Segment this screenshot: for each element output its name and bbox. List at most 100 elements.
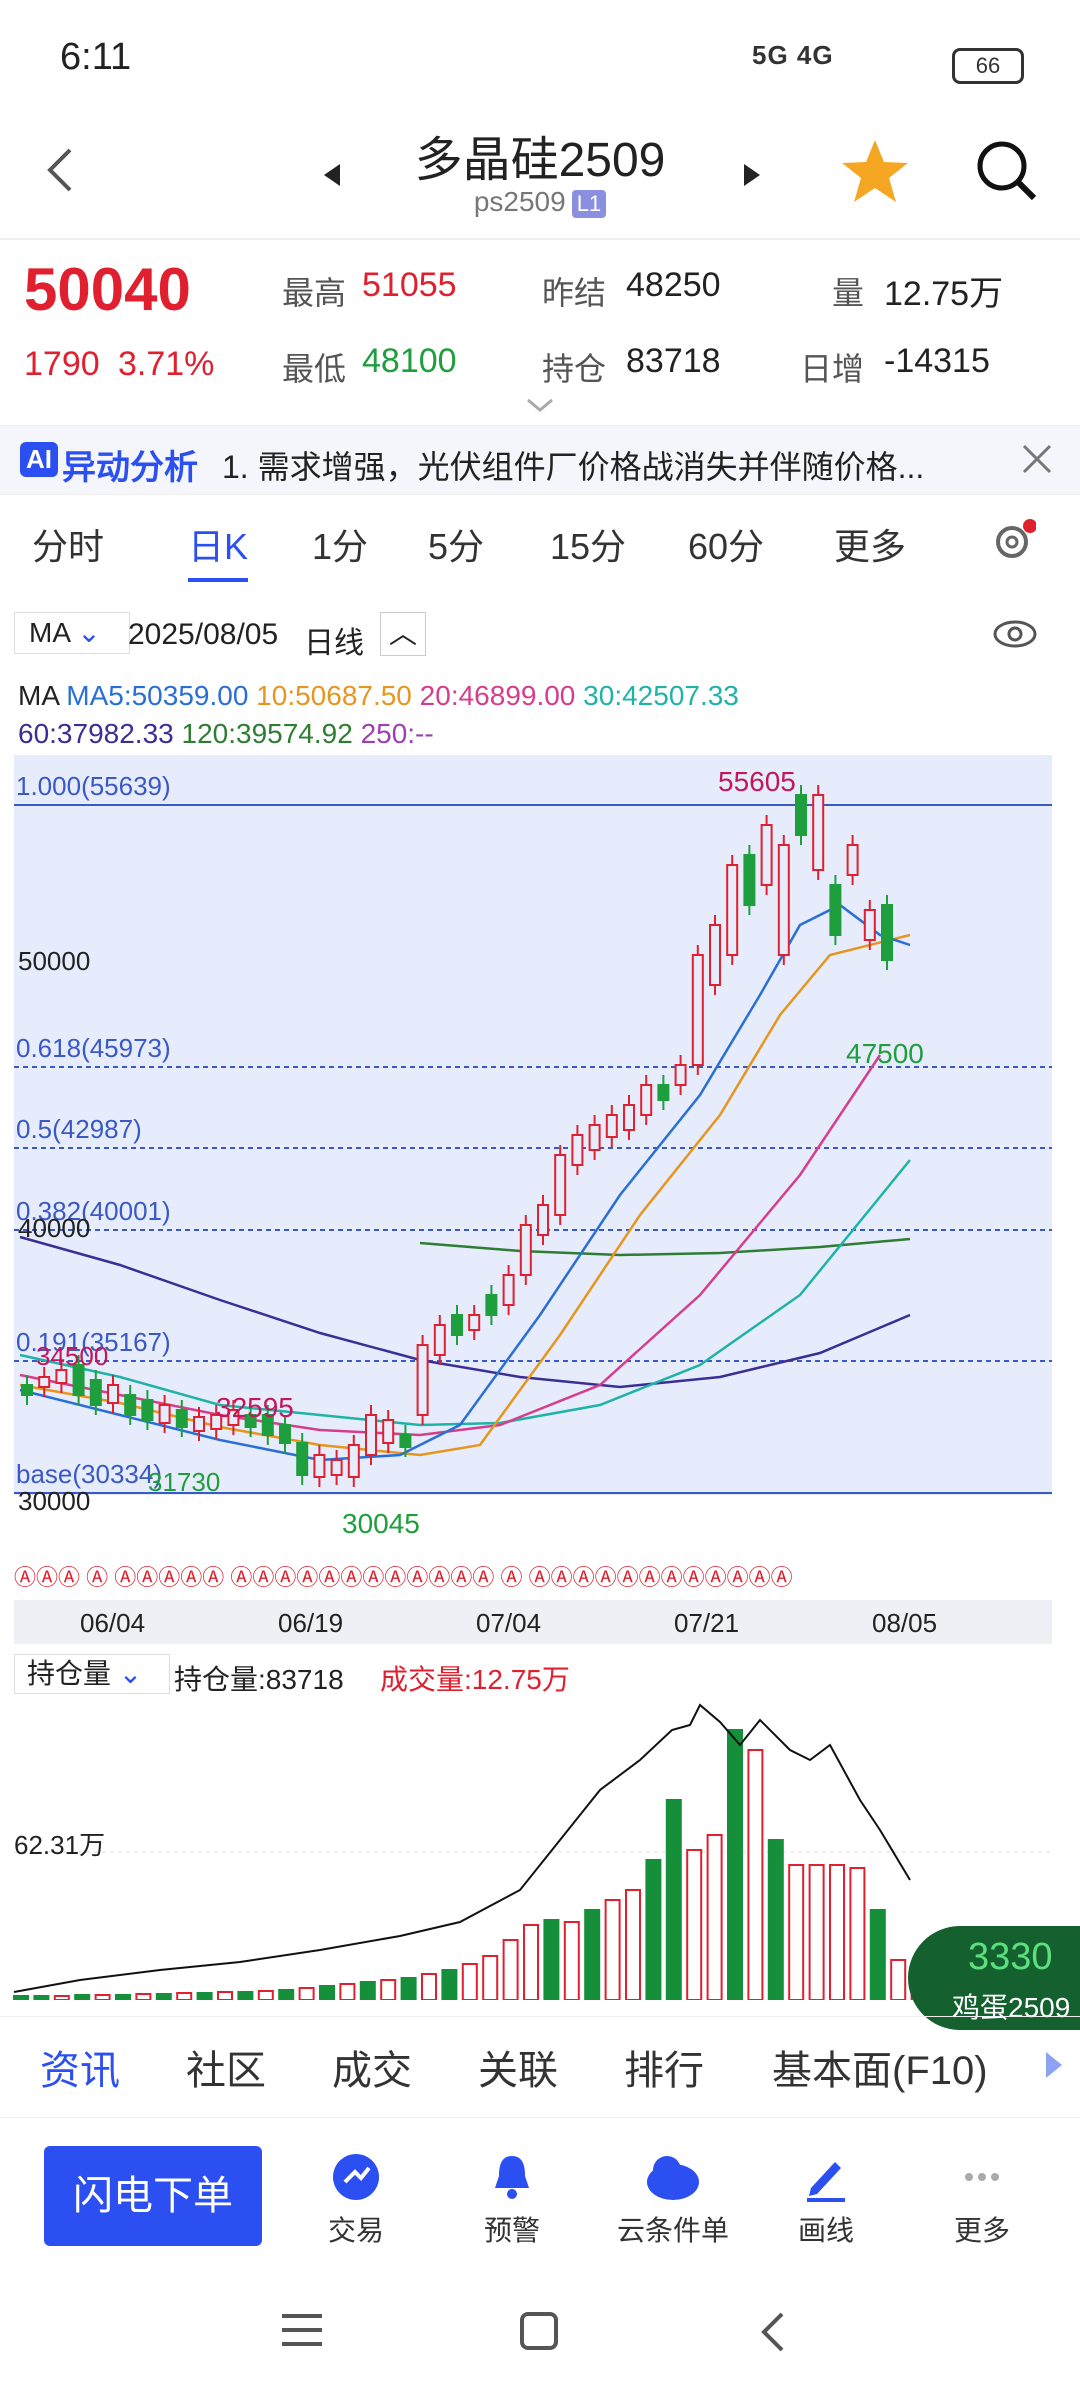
candle-body [519, 1224, 532, 1276]
cloud-order-button[interactable]: 云条件单 [608, 2152, 738, 2249]
tab-community[interactable]: 社区 [186, 2049, 266, 2093]
candle-body [89, 1379, 102, 1406]
indicator-select[interactable]: MA ⌄ [14, 612, 130, 654]
tab-trades[interactable]: 成交 [332, 2049, 412, 2093]
favorite-star-icon[interactable] [840, 136, 910, 211]
ma-legend-row2: 60:37982.33 120:39574.92 250:-- [18, 718, 434, 750]
home-nav-icon[interactable] [518, 2310, 562, 2359]
volume-bars-group [13, 1729, 927, 2000]
floating-instrument-badge[interactable]: 3330 鸡蛋2509 [908, 1926, 1080, 2030]
pen-icon [807, 2162, 845, 2202]
ma60-value: 60:37982.33 [18, 718, 174, 749]
alert-button[interactable]: 预警 [452, 2152, 572, 2249]
volume-bar [53, 1995, 70, 2000]
volume-bar [767, 1839, 784, 2000]
candle-body [881, 904, 893, 961]
tab-fundamentals[interactable]: 基本面(F10) [772, 2049, 988, 2093]
trade-button[interactable]: 交易 [296, 2152, 416, 2249]
next-instrument-icon[interactable] [740, 160, 764, 195]
candle-body [709, 924, 721, 986]
candle-body [640, 1084, 653, 1116]
candle-body [674, 1064, 687, 1086]
expand-chevron-icon[interactable] [526, 398, 554, 419]
volume-y-label: 62.31万 [14, 1830, 105, 1860]
instrument-title: 多晶硅2509 [414, 134, 666, 187]
menu-nav-icon[interactable] [282, 2310, 326, 2355]
trade-icon [333, 2154, 379, 2200]
candle-body [863, 909, 876, 941]
tab-more[interactable]: 更多 [834, 526, 907, 567]
ma30-value: 30:42507.33 [583, 680, 739, 711]
volume-bar [461, 1963, 478, 2000]
fib-label-618: 0.618(45973) [16, 1033, 171, 1063]
y-label-40000: 40000 [18, 1213, 90, 1243]
draw-line-label: 画线 [797, 2215, 854, 2246]
ma250-value: 250:-- [360, 718, 434, 749]
candle-body [210, 1414, 223, 1430]
tab-60min[interactable]: 60分 [688, 526, 765, 567]
bell-icon [495, 2156, 529, 2199]
more-dots-icon [965, 2173, 999, 2181]
tab-timeshare[interactable]: 分时 [32, 526, 105, 567]
ai-analysis-bar[interactable]: AI 异动分析 1. 需求增强，光伏组件厂价格战消失并伴随价格... [0, 425, 1080, 495]
candle-body [141, 1399, 154, 1421]
volume-bar [217, 1991, 233, 2000]
ma-legend-row1: MA MA5:50359.00 10:50687.50 20:46899.00 … [18, 680, 739, 712]
back-nav-icon[interactable] [758, 2310, 788, 2359]
tab-1min[interactable]: 1分 [312, 526, 369, 567]
collapse-up-icon[interactable]: ︿ [380, 612, 426, 656]
fib-label-base: base(30334) [16, 1459, 162, 1489]
search-icon[interactable] [972, 136, 1042, 211]
volume-value: 12.75万 [884, 275, 1004, 313]
candle-body [416, 1344, 429, 1416]
volume-label: 量 [832, 275, 865, 311]
draw-line-button[interactable]: 画线 [766, 2152, 886, 2249]
volume-bar [849, 1867, 866, 2000]
eye-icon[interactable] [992, 614, 1038, 659]
candle-body [382, 1419, 395, 1444]
volume-bar [625, 1889, 641, 2000]
tabs-scroll-right-icon[interactable] [1044, 2050, 1064, 2085]
tab-ranking[interactable]: 排行 [624, 2049, 704, 2093]
candle-body [296, 1442, 309, 1476]
flash-order-button[interactable]: 闪电下单 [44, 2146, 262, 2246]
prev-instrument-icon[interactable] [320, 160, 344, 195]
volume-bar [706, 1834, 723, 2000]
ai-markers-row: ⒶⒶⒶ Ⓐ ⒶⒶⒶⒶⒶ ⒶⒶⒶⒶⒶⒶⒶⒶⒶⒶⒶⒶ Ⓐ ⒶⒶⒶⒶⒶⒶⒶⒶⒶⒶⒶⒶ [14, 1560, 914, 1592]
candle-body [107, 1384, 119, 1404]
tab-daily-k[interactable]: 日K [188, 518, 249, 582]
tab-related[interactable]: 关联 [478, 2049, 558, 2093]
tab-news[interactable]: 资讯 [40, 2049, 120, 2093]
candle-body [795, 794, 807, 836]
x-tick-1: 06/04 [80, 1608, 146, 1638]
tab-15min[interactable]: 15分 [550, 526, 627, 567]
chevron-down-icon: ⌄ [118, 1658, 143, 1689]
instrument-header: 多晶硅2509 ps2509 L1 [0, 120, 1080, 240]
price-change: 1790 [24, 345, 100, 383]
daily-inc-value: -14315 [884, 342, 990, 380]
oi-text: 持仓量:83718 [174, 1664, 344, 1695]
close-icon[interactable] [1020, 442, 1054, 481]
trough-label: 30045 [342, 1508, 420, 1539]
volume-bar [584, 1909, 601, 2000]
x-tick-2: 06/19 [278, 1608, 344, 1638]
more-button[interactable]: 更多 [922, 2152, 1042, 2249]
volume-bar [441, 1969, 458, 2000]
settings-gear-icon[interactable] [990, 518, 1037, 569]
volume-chart[interactable]: 62.31万 [0, 1700, 1080, 2000]
candlestick-chart[interactable]: 1.000(55639) 0.618(45973) 0.5(42987) 0.3… [0, 755, 1080, 1655]
ann-31730: 31730 [148, 1467, 220, 1497]
ann-32595: 32595 [216, 1392, 294, 1423]
ann-34500: 34500 [36, 1341, 108, 1371]
y-label-50000: 50000 [18, 946, 90, 976]
sub-indicator-select[interactable]: 持仓量 ⌄ [14, 1654, 170, 1694]
open-interest-label: 持仓 [542, 351, 607, 387]
candle-body [72, 1364, 85, 1396]
ai-badge: AI [20, 442, 58, 477]
volume-bar [788, 1864, 805, 2000]
back-icon[interactable] [40, 140, 80, 205]
tab-5min[interactable]: 5分 [428, 526, 485, 567]
volume-bar [502, 1939, 519, 2000]
chart-background [14, 755, 1052, 1495]
candle-body [313, 1454, 326, 1478]
